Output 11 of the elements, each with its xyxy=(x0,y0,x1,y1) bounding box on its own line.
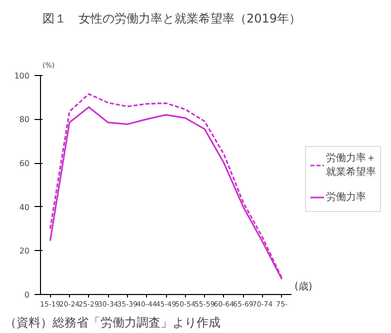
legend-label: 労働力率＋就業希望率 xyxy=(326,152,376,179)
y-tick-label: 0 xyxy=(24,290,30,300)
text: （資料）総務省「労働力調査」より作成 xyxy=(4,316,220,330)
y-tick-label: 40 xyxy=(19,202,30,212)
y-tick-label: 60 xyxy=(19,159,30,168)
x-axis-title: (歳) xyxy=(294,280,312,292)
y-tick-label: 100 xyxy=(14,71,30,80)
y-tick-label: 80 xyxy=(19,115,30,124)
legend-label: 労働力率 xyxy=(326,190,366,204)
y-tick-label: 20 xyxy=(19,246,30,256)
chart-title: 図１ 女性の労働力率と就業希望率（2019年） xyxy=(42,12,302,26)
